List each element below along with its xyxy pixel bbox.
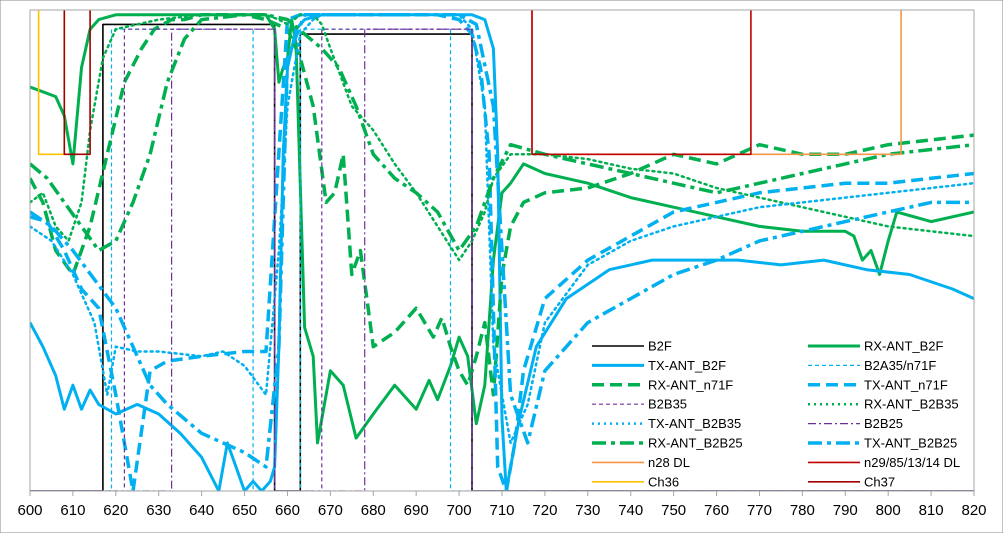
legend-label: Ch36 bbox=[648, 474, 679, 489]
x-tick-label: 780 bbox=[790, 502, 815, 519]
x-tick-label: 620 bbox=[103, 502, 128, 519]
legend-item-rx-ant-b2b25: RX-ANT_B2B25 bbox=[592, 436, 743, 451]
legend-label: n29/85/13/14 DL bbox=[864, 455, 960, 470]
legend-label: n28 DL bbox=[648, 455, 690, 470]
x-tick-label: 680 bbox=[361, 502, 386, 519]
series-line-tx-ant-n71f bbox=[30, 13, 974, 491]
legend-item-n28-dl: n28 DL bbox=[592, 455, 690, 470]
legend-label: B2B25 bbox=[864, 416, 903, 431]
x-tick-label: 730 bbox=[575, 502, 600, 519]
x-tick-label: 760 bbox=[704, 502, 729, 519]
x-tick-label: 820 bbox=[961, 502, 986, 519]
legend-item-b2b35: B2B35 bbox=[592, 397, 687, 412]
series-line-rx-ant-n71f bbox=[30, 13, 974, 397]
x-tick-label: 610 bbox=[60, 502, 85, 519]
legend-label: TX-ANT_B2B35 bbox=[648, 416, 741, 431]
series-line-n29-85-13-14-dl bbox=[531, 10, 752, 156]
legend-label: TX-ANT_B2F bbox=[648, 358, 726, 373]
legend-item-b2a35-n71f: B2A35/n71F bbox=[808, 358, 936, 373]
x-tick-label: 690 bbox=[404, 502, 429, 519]
x-tick-label: 750 bbox=[661, 502, 686, 519]
legend-label: RX-ANT_B2F bbox=[864, 339, 944, 354]
series-line-rx-ant-b2f bbox=[30, 13, 974, 445]
x-tick-label: 800 bbox=[876, 502, 901, 519]
legend-item-b2f: B2F bbox=[592, 339, 672, 354]
legend-label: TX-ANT_B2B25 bbox=[864, 436, 957, 451]
legend-label: B2F bbox=[648, 339, 672, 354]
legend-label: RX-ANT_B2B35 bbox=[864, 397, 959, 412]
x-tick-label: 810 bbox=[919, 502, 944, 519]
legend-label: B2A35/n71F bbox=[864, 358, 936, 373]
x-tick-label: 740 bbox=[618, 502, 643, 519]
legend-item-tx-ant-b2b35: TX-ANT_B2B35 bbox=[592, 416, 741, 431]
legend-item-tx-ant-n71f: TX-ANT_n71F bbox=[808, 377, 948, 392]
legend-item-rx-ant-b2b35: RX-ANT_B2B35 bbox=[808, 397, 959, 412]
series-line-ch37 bbox=[63, 10, 91, 156]
x-tick-label: 640 bbox=[189, 502, 214, 519]
legend-item-ch37: Ch37 bbox=[808, 474, 895, 489]
legend-item-rx-ant-n71f: RX-ANT_n71F bbox=[592, 377, 733, 392]
x-tick-label: 710 bbox=[489, 502, 514, 519]
series-line-b2b35 bbox=[30, 28, 974, 491]
series-lines bbox=[30, 10, 974, 491]
legend-item-n29-85-13-14-dl: n29/85/13/14 DL bbox=[808, 455, 960, 470]
x-tick-label: 660 bbox=[275, 502, 300, 519]
x-tick-label: 600 bbox=[17, 502, 42, 519]
legend-item-b2b25: B2B25 bbox=[808, 416, 903, 431]
legend-label: TX-ANT_n71F bbox=[864, 377, 948, 392]
legend-label: B2B35 bbox=[648, 397, 687, 412]
x-tick-label: 790 bbox=[833, 502, 858, 519]
series-line-rx-ant-b2b35 bbox=[30, 13, 974, 262]
x-axis: 600 610 620 630 640 650 660 670 680 690 700 710 720 7… bbox=[17, 491, 987, 519]
legend-label: Ch37 bbox=[864, 474, 895, 489]
series-line-rx-ant-b2b25 bbox=[30, 13, 974, 253]
x-tick-label: 630 bbox=[146, 502, 171, 519]
series-line-tx-ant-b2b35 bbox=[30, 13, 974, 445]
legend-item-ch36: Ch36 bbox=[592, 474, 679, 489]
x-tick-label: 700 bbox=[447, 502, 472, 519]
series-line-b2b25 bbox=[30, 28, 974, 491]
series-line-tx-ant-b2b25 bbox=[30, 13, 974, 469]
legend-item-tx-ant-b2f: TX-ANT_B2F bbox=[592, 358, 726, 373]
x-tick-label: 720 bbox=[532, 502, 557, 519]
legend: B2F RX-ANT_B2F TX-ANT_B2F B2A35/n71F RX-ANT_… bbox=[592, 339, 960, 489]
x-tick-label: 770 bbox=[747, 502, 772, 519]
legend-label: RX-ANT_n71F bbox=[648, 377, 733, 392]
legend-item-tx-ant-b2b25: TX-ANT_B2B25 bbox=[808, 436, 957, 451]
x-tick-label: 670 bbox=[318, 502, 343, 519]
legend-item-rx-ant-b2f: RX-ANT_B2F bbox=[808, 339, 944, 354]
legend-label: RX-ANT_B2B25 bbox=[648, 436, 743, 451]
x-tick-label: 650 bbox=[232, 502, 257, 519]
